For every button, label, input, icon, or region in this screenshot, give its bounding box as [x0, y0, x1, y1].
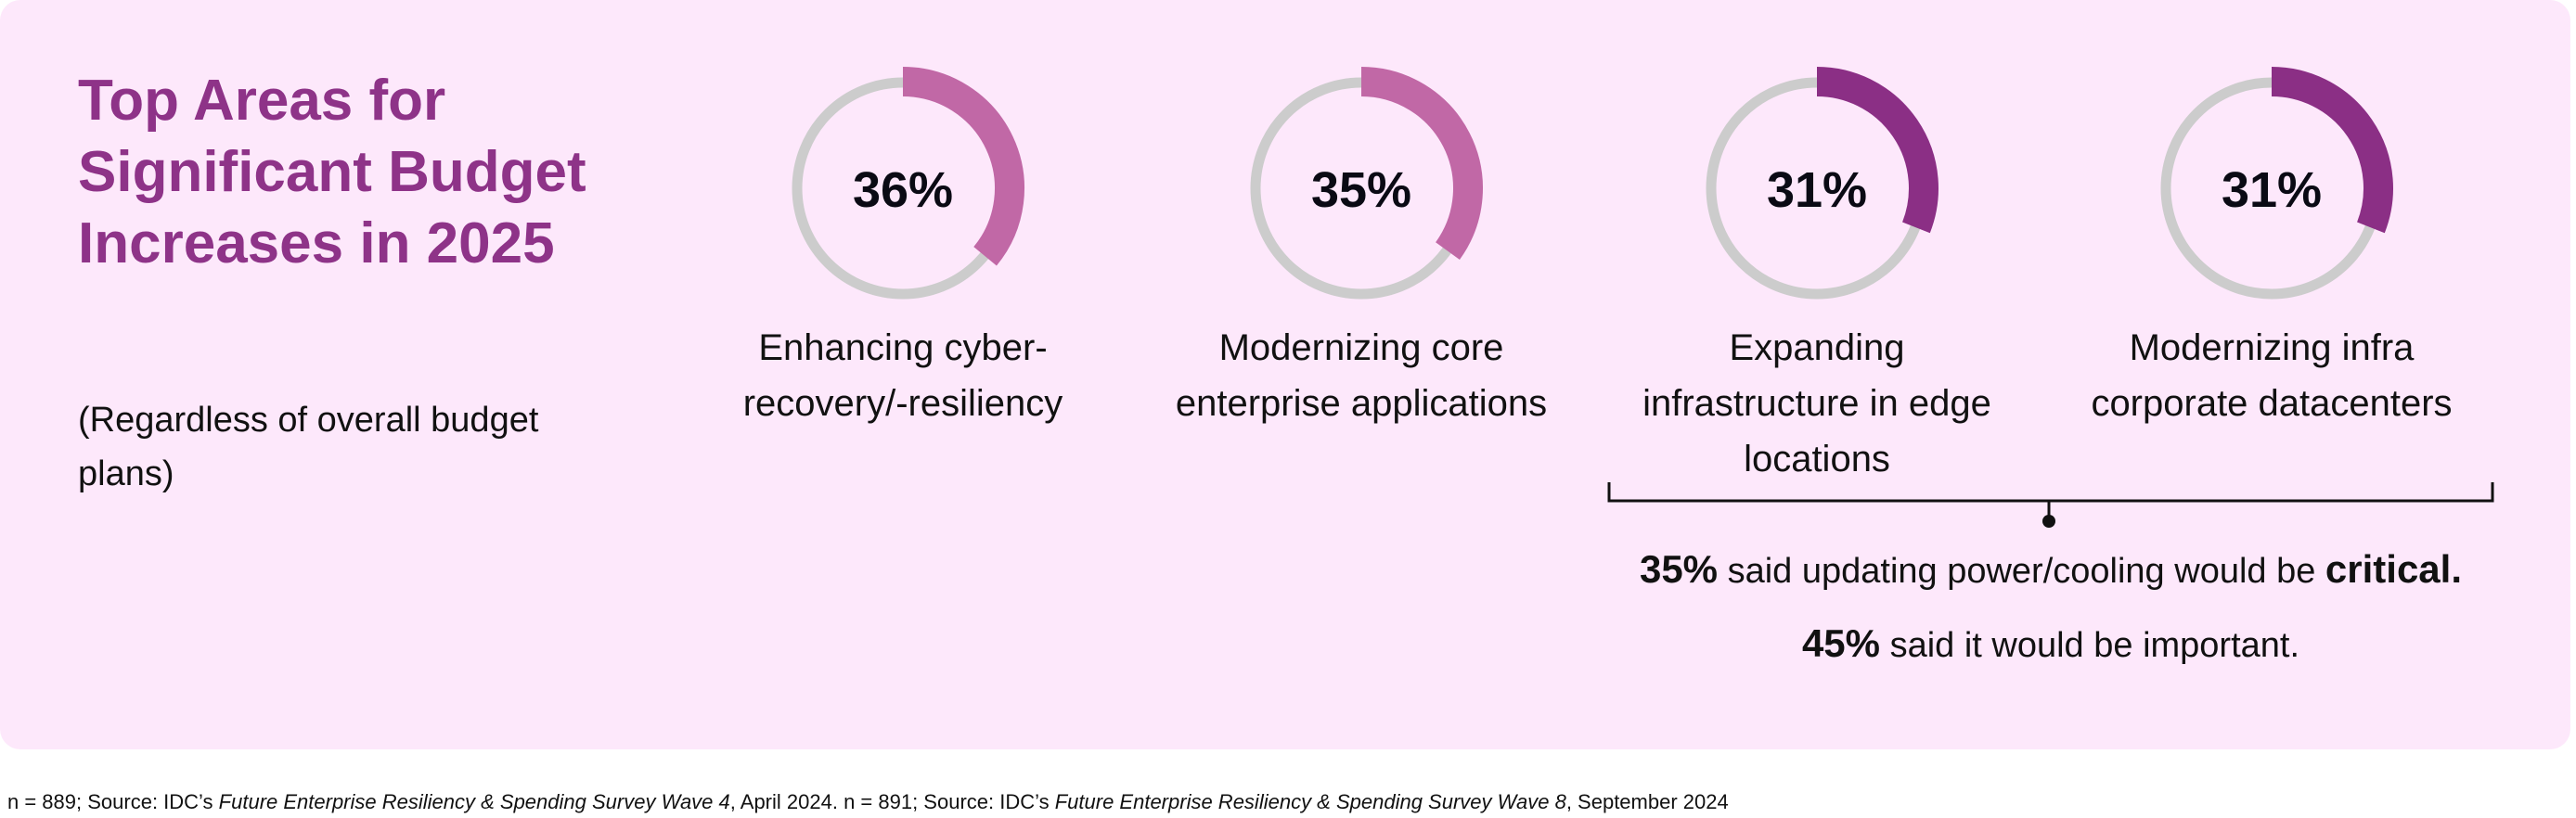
donut-value-label: 31% — [2222, 162, 2322, 218]
note-text-1: said updating power/cooling would be — [1718, 552, 2325, 591]
page-title: Top Areas for Significant Budget Increas… — [78, 69, 586, 275]
footer-survey-title: Future Enterprise Resiliency & Spending … — [218, 790, 730, 813]
note-line-2: 45% said it would be important. — [1392, 621, 2576, 666]
footer-text: , September 2024 — [1565, 790, 1729, 813]
footer-text: n = 889; Source: IDC’s — [7, 790, 219, 813]
critical-emphasis: critical. — [2325, 547, 2463, 591]
donut-arc — [1816, 67, 1938, 234]
infographic-panel — [0, 0, 2570, 749]
critical-percent: 35% — [1639, 547, 1719, 591]
donut-category-label: Enhancing cyber-recovery/-resiliency — [742, 327, 1063, 424]
donut-charts: 36% 35% 31% 31% — [792, 67, 2393, 300]
donut-category-label: Modernizing infra corporate datacenters — [2091, 327, 2453, 424]
donut-category-label: Modernizing core enterprise applications — [1175, 327, 1548, 424]
note-line-1: 35% said updating power/cooling would be… — [1392, 547, 2576, 592]
important-percent: 45% — [1801, 621, 1881, 665]
donut-category-label: Expanding infrastructure in edge locatio… — [1642, 327, 1991, 479]
donut-arc — [1360, 67, 1483, 260]
donut-value-label: 36% — [853, 162, 953, 218]
footer-text: , April 2024. n = 891; Source: IDC’s — [729, 790, 1055, 813]
donut-value-label: 35% — [1311, 162, 1411, 218]
donut-value-label: 31% — [1767, 162, 1867, 218]
donut-arc — [2271, 67, 2393, 234]
bracket — [1607, 482, 2494, 528]
footer-survey-title: Future Enterprise Resiliency & Spending … — [1054, 790, 1566, 813]
source-footnote: n = 889; Source: IDC’s Future Enterprise… — [7, 790, 1729, 814]
subtitle: (Regardless of overall budget plans) — [78, 401, 539, 493]
donut-arc — [902, 67, 1024, 266]
note-text-2: said it would be important. — [1880, 626, 2300, 665]
